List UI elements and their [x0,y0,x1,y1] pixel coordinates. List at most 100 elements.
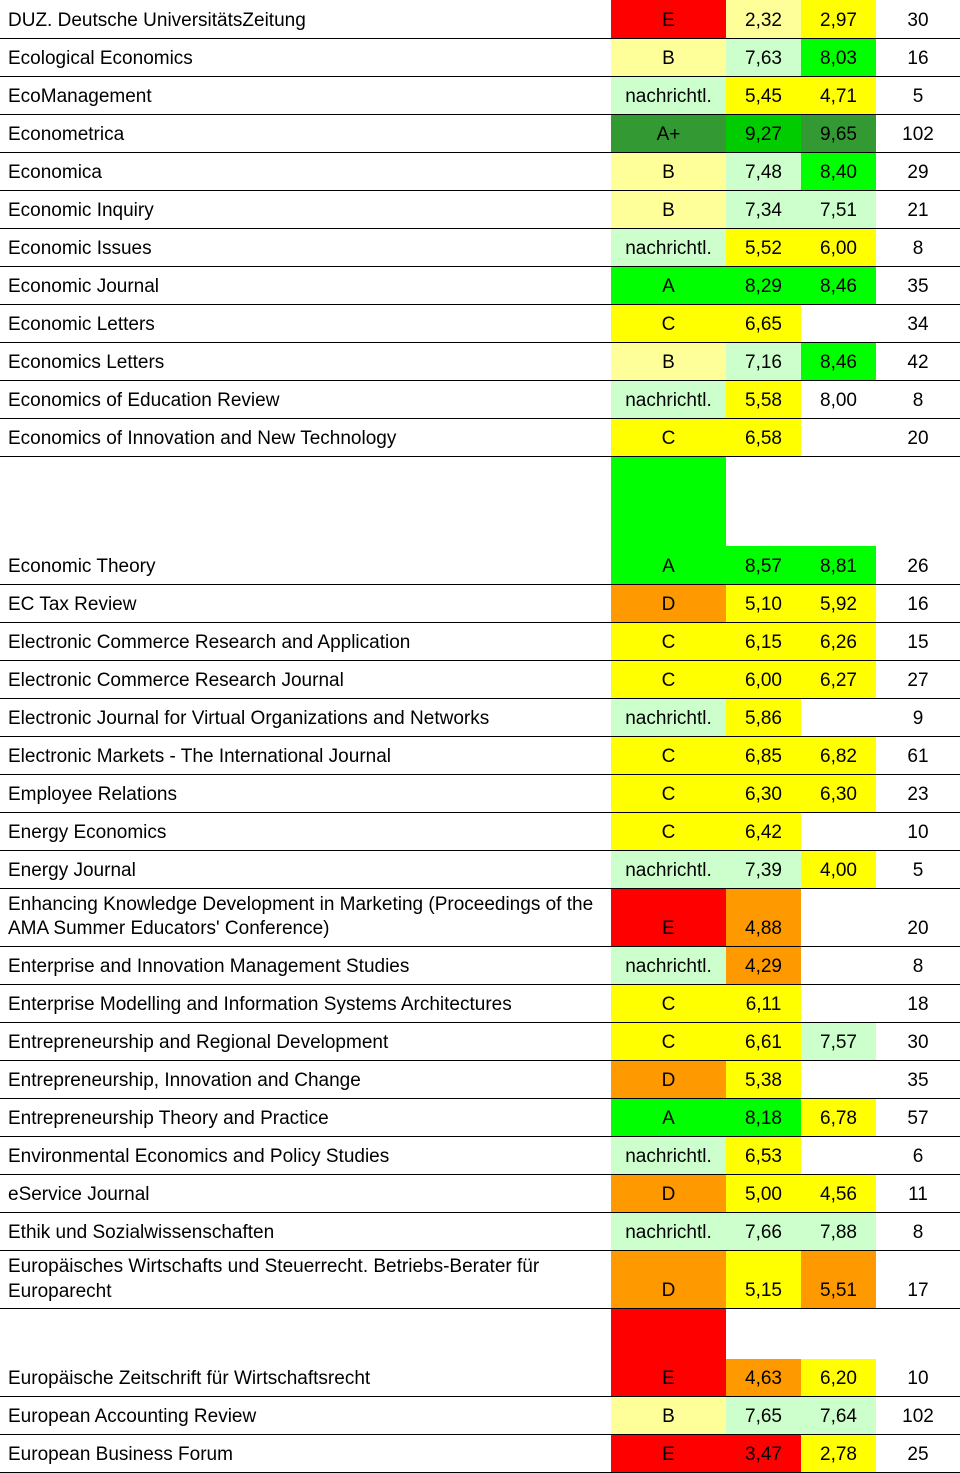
value3-cell: 30 [876,1022,960,1060]
rating-cell: E [611,0,726,38]
journal-name: Electronic Commerce Research and Applica… [0,622,611,660]
value3-cell: 42 [876,342,960,380]
rating-cell: E [611,888,726,946]
value1-cell: 5,52 [726,228,801,266]
rating-cell: B [611,152,726,190]
value3-cell: 25 [876,1435,960,1473]
spacer-cell [0,1309,611,1359]
table-row: Environmental Economics and Policy Studi… [0,1136,960,1174]
journal-rating-table: DUZ. Deutsche UniversitätsZeitungE2,322,… [0,0,960,1473]
journal-name: Electronic Journal for Virtual Organizat… [0,698,611,736]
value2-cell: 8,46 [801,342,876,380]
table-row: Employee RelationsC6,306,3023 [0,774,960,812]
table-row: EC Tax ReviewD5,105,9216 [0,584,960,622]
journal-name: Europäische Zeitschrift für Wirtschaftsr… [0,1359,611,1397]
value2-cell [801,1060,876,1098]
value3-cell: 30 [876,0,960,38]
value3-cell: 8 [876,1212,960,1250]
value3-cell: 16 [876,584,960,622]
value2-cell: 2,97 [801,0,876,38]
table-row: Economic Issuesnachrichtl.5,526,008 [0,228,960,266]
value2-cell [801,888,876,946]
rating-cell: C [611,736,726,774]
value3-cell: 5 [876,850,960,888]
rating-cell: nachrichtl. [611,698,726,736]
value1-cell: 6,15 [726,622,801,660]
value3-cell: 102 [876,1397,960,1435]
rating-cell: D [611,1060,726,1098]
value1-cell: 5,86 [726,698,801,736]
value1-cell: 5,45 [726,76,801,114]
spacer-cell [801,456,876,546]
rating-cell: B [611,190,726,228]
rating-cell: B [611,342,726,380]
value2-cell: 8,03 [801,38,876,76]
journal-name: DUZ. Deutsche UniversitätsZeitung [0,0,611,38]
value2-cell: 6,00 [801,228,876,266]
value1-cell: 8,29 [726,266,801,304]
value2-cell [801,812,876,850]
value1-cell: 6,42 [726,812,801,850]
value1-cell: 6,61 [726,1022,801,1060]
value3-cell: 29 [876,152,960,190]
value2-cell [801,984,876,1022]
value3-cell: 21 [876,190,960,228]
table-row: Economic LettersC6,6534 [0,304,960,342]
journal-name: Ethik und Sozialwissenschaften [0,1212,611,1250]
value3-cell: 57 [876,1098,960,1136]
journal-name: EcoManagement [0,76,611,114]
table-row: Economic JournalA8,298,4635 [0,266,960,304]
value3-cell: 10 [876,1359,960,1397]
table-row: Enhancing Knowledge Development in Marke… [0,888,960,946]
value1-cell: 7,16 [726,342,801,380]
rating-cell: E [611,1435,726,1473]
value3-cell: 20 [876,418,960,456]
value1-cell: 9,27 [726,114,801,152]
value3-cell: 35 [876,266,960,304]
journal-name: eService Journal [0,1174,611,1212]
table-row: European Accounting ReviewB7,657,64102 [0,1397,960,1435]
journal-name: Energy Journal [0,850,611,888]
value2-cell: 6,30 [801,774,876,812]
rating-cell: A [611,1098,726,1136]
table-row: Entrepreneurship, Innovation and ChangeD… [0,1060,960,1098]
value3-cell: 35 [876,1060,960,1098]
rating-cell: C [611,660,726,698]
rating-cell: A [611,546,726,584]
value3-cell: 34 [876,304,960,342]
value1-cell: 6,53 [726,1136,801,1174]
value2-cell: 4,71 [801,76,876,114]
value2-cell [801,304,876,342]
journal-name: Economic Issues [0,228,611,266]
journal-name: Europäisches Wirtschafts und Steuerrecht… [0,1250,611,1308]
journal-name: Enterprise Modelling and Information Sys… [0,984,611,1022]
rating-cell: nachrichtl. [611,76,726,114]
journal-name: Economics of Education Review [0,380,611,418]
value1-cell: 5,10 [726,584,801,622]
value3-cell: 6 [876,1136,960,1174]
value1-cell: 2,32 [726,0,801,38]
value1-cell: 6,65 [726,304,801,342]
table-row: Enterprise and Innovation Management Stu… [0,946,960,984]
table-row: Europäische Zeitschrift für Wirtschaftsr… [0,1359,960,1397]
journal-name: European Business Forum [0,1435,611,1473]
value2-cell: 6,26 [801,622,876,660]
rating-cell: D [611,1174,726,1212]
value1-cell: 8,18 [726,1098,801,1136]
spacer-cell [726,1309,801,1359]
spacer-cell [611,1309,726,1359]
journal-name: Economics of Innovation and New Technolo… [0,418,611,456]
journal-name: Enterprise and Innovation Management Stu… [0,946,611,984]
journal-name: Employee Relations [0,774,611,812]
value3-cell: 16 [876,38,960,76]
value3-cell: 18 [876,984,960,1022]
table-row: eService JournalD5,004,5611 [0,1174,960,1212]
table-row: Ethik und Sozialwissenschaftennachrichtl… [0,1212,960,1250]
journal-name: Economic Inquiry [0,190,611,228]
journal-name: Economics Letters [0,342,611,380]
journal-name: Ecological Economics [0,38,611,76]
table-row: Electronic Markets - The International J… [0,736,960,774]
journal-name: Enhancing Knowledge Development in Marke… [0,888,611,946]
value1-cell: 7,39 [726,850,801,888]
value2-cell: 7,64 [801,1397,876,1435]
